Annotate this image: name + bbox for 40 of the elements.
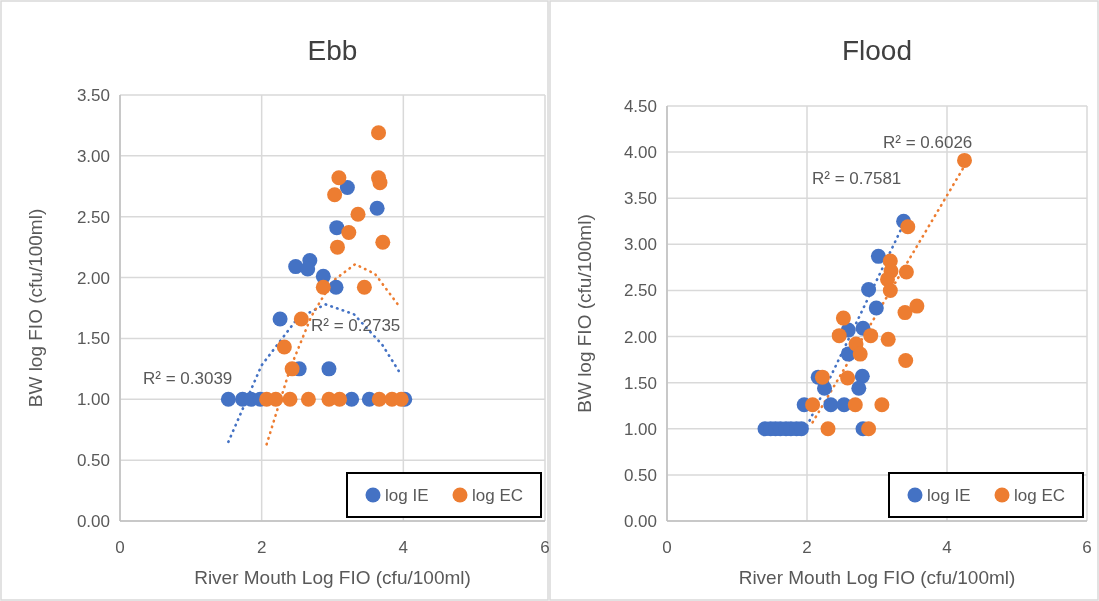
y-tick-label: 1.00: [623, 419, 657, 439]
y-tick-label: 4.00: [623, 143, 657, 163]
x-tick-label: 2: [802, 538, 812, 557]
y-tick-label: 0.00: [623, 511, 657, 531]
x-tick-label: 6: [540, 538, 550, 557]
y-axis-title: BW log FIO (cfu/100ml): [574, 214, 595, 413]
annotation: R² = 0.2735: [311, 315, 401, 335]
y-tick-label: 3.50: [76, 85, 110, 105]
chart-title: Ebb: [307, 35, 358, 66]
x-tick-label: 6: [1082, 538, 1092, 557]
legend-label: log IE: [385, 485, 429, 505]
y-axis-title: BW log FIO (cfu/100ml): [25, 208, 46, 408]
annotation: R² = 0.7581: [812, 168, 902, 188]
y-tick-label: 3.00: [623, 235, 657, 255]
y-tick-label: 4.50: [623, 96, 657, 116]
y-tick-label: 1.00: [76, 390, 110, 410]
x-tick-label: 4: [398, 538, 409, 557]
x-tick-label: 0: [115, 538, 125, 557]
y-tick-label: 1.50: [623, 373, 657, 393]
x-tick-label: 2: [256, 538, 267, 557]
x-axis-title: River Mouth Log FIO (cfu/100ml): [738, 567, 1016, 588]
legend-label: log EC: [1014, 485, 1066, 505]
y-tick-label: 1.50: [76, 329, 110, 349]
y-tick-label: 2.50: [623, 281, 657, 301]
x-tick-label: 0: [662, 538, 672, 557]
y-tick-label: 0.50: [623, 465, 657, 485]
y-tick-label: 2.00: [623, 327, 657, 347]
annotation: R² = 0.3039: [143, 368, 233, 388]
y-tick-label: 3.00: [76, 146, 110, 166]
x-axis-title: River Mouth Log FIO (cfu/100ml): [194, 567, 471, 588]
y-tick-label: 3.50: [623, 189, 657, 209]
y-tick-label: 0.50: [76, 451, 110, 471]
y-tick-label: 2.50: [76, 207, 110, 227]
chart-title: Flood: [841, 35, 913, 66]
legend-label: log EC: [472, 485, 524, 505]
legend-label: log IE: [927, 485, 971, 505]
annotation: R² = 0.6026: [883, 132, 973, 152]
y-tick-label: 0.00: [76, 511, 110, 531]
y-tick-label: 2.00: [76, 268, 110, 288]
x-tick-label: 4: [942, 538, 952, 557]
